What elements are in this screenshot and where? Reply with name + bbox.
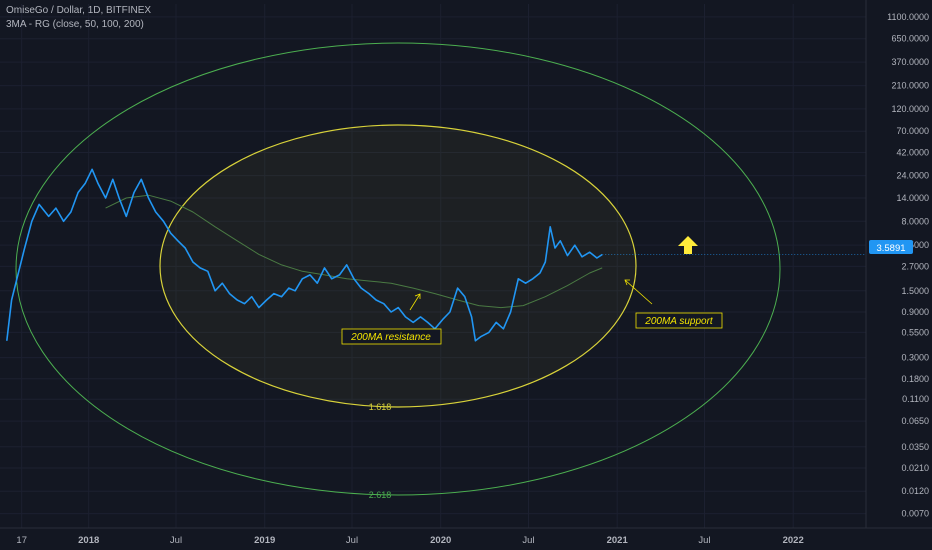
x-tick-label: 2019 [254, 535, 275, 546]
x-tick-label: Jul [522, 535, 534, 546]
y-tick-label: 370.0000 [891, 57, 929, 67]
y-tick-label: 42.0000 [896, 147, 929, 157]
grid-lines [0, 4, 866, 528]
up-arrow-icon[interactable] [678, 236, 698, 254]
price-series-line[interactable] [6, 168, 603, 342]
x-tick-label: Jul [698, 535, 710, 546]
resistance-label-text: 200MA resistance [350, 332, 431, 343]
support-arrow-line [624, 279, 653, 305]
x-tick-label: 2020 [430, 535, 451, 546]
ma200-series-line[interactable] [105, 194, 603, 309]
resistance-label-box[interactable] [341, 328, 442, 345]
y-tick-label: 0.5500 [901, 327, 929, 337]
fib-ellipses: 1.618 2.618 [15, 42, 781, 500]
y-tick-label: 14.0000 [896, 193, 929, 203]
outer-ellipse-level-label: 2.618 [369, 490, 392, 500]
time-axis[interactable]: 17 2018 Jul 2019 Jul 2020 Jul 2021 Jul 2022 [16, 535, 803, 546]
resistance-arrow-line [409, 293, 421, 311]
y-tick-label: 0.0120 [901, 486, 929, 496]
y-tick-label: 8.0000 [901, 216, 929, 226]
y-tick-label: 2.7000 [901, 261, 929, 271]
price-axis[interactable]: 1100.0000 650.0000 370.0000 210.0000 120.000… [887, 12, 929, 519]
last-price-tag [869, 240, 913, 254]
series-group [6, 168, 866, 342]
y-tick-label: 210.0000 [891, 81, 929, 91]
y-tick-label: 70.0000 [896, 126, 929, 136]
y-tick-label: 0.3000 [901, 353, 929, 363]
x-tick-label: 2022 [783, 535, 804, 546]
chart-legend: OmiseGo / Dollar, 1D, BITFINEX 3MA - RG … [6, 4, 151, 32]
y-tick-label: 0.1100 [902, 394, 929, 404]
support-label-box[interactable] [635, 312, 723, 329]
y-tick-label: 1100.0000 [887, 12, 929, 22]
y-tick-label: 0.1800 [901, 374, 929, 384]
y-tick-label: 1.5000 [901, 286, 929, 296]
resistance-arrow-head [414, 293, 421, 299]
y-tick-label: 120.0000 [891, 104, 929, 114]
support-label-text: 200MA support [644, 316, 714, 327]
support-arrow-head [624, 279, 630, 286]
inner-ellipse-level-label: 1.618 [369, 402, 392, 412]
y-tick-label: 0.0350 [901, 442, 929, 452]
outer-fib-ellipse[interactable] [15, 42, 781, 496]
indicator-title[interactable]: 3MA - RG (close, 50, 100, 200) [6, 19, 144, 30]
inner-fib-ellipse[interactable] [159, 124, 637, 408]
symbol-title[interactable]: OmiseGo / Dollar, 1D, BITFINEX [6, 5, 152, 16]
x-tick-label: 2021 [607, 535, 629, 546]
annotations: 200MA resistance 200MA support [341, 236, 723, 345]
x-tick-label: 17 [16, 535, 27, 546]
y-tick-label: 4.5000 [901, 240, 929, 250]
y-tick-label: 0.9000 [901, 307, 929, 317]
y-tick-label: 650.0000 [891, 34, 929, 44]
x-tick-label: Jul [170, 535, 182, 546]
x-tick-label: Jul [346, 535, 358, 546]
y-tick-label: 0.0070 [901, 509, 929, 519]
y-tick-label: 24.0000 [896, 171, 929, 181]
y-tick-label: 0.0210 [901, 463, 929, 473]
y-tick-label: 0.0650 [901, 416, 929, 426]
last-price-value: 3.5891 [876, 243, 905, 254]
x-tick-label: 2018 [78, 535, 99, 546]
